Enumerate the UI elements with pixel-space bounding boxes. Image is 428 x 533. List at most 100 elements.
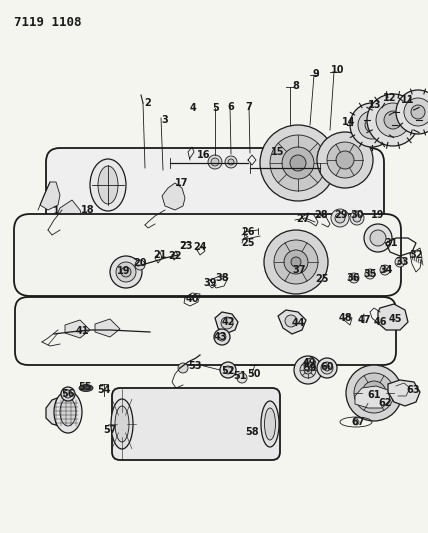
Text: 24: 24: [193, 242, 207, 252]
Circle shape: [220, 362, 236, 378]
Text: 3: 3: [162, 115, 168, 125]
Text: 5: 5: [213, 103, 220, 113]
Circle shape: [398, 260, 402, 264]
FancyBboxPatch shape: [14, 214, 401, 296]
Text: 61: 61: [367, 390, 381, 400]
Circle shape: [282, 147, 314, 179]
Circle shape: [331, 209, 349, 227]
Circle shape: [225, 156, 237, 168]
Text: 21: 21: [153, 250, 167, 260]
Circle shape: [110, 256, 142, 288]
Circle shape: [264, 230, 328, 294]
Circle shape: [353, 419, 359, 425]
Ellipse shape: [265, 408, 276, 440]
Polygon shape: [378, 304, 408, 330]
Circle shape: [327, 142, 363, 178]
Circle shape: [411, 105, 425, 119]
Polygon shape: [95, 319, 120, 337]
Circle shape: [396, 90, 428, 134]
Circle shape: [300, 362, 316, 378]
Circle shape: [365, 269, 375, 279]
Text: 31: 31: [384, 238, 398, 248]
Text: 19: 19: [371, 210, 385, 220]
Text: 16: 16: [197, 150, 211, 160]
Text: 51: 51: [233, 371, 247, 381]
Text: 6: 6: [228, 102, 235, 112]
Text: 37: 37: [292, 265, 306, 275]
Circle shape: [285, 315, 297, 327]
Circle shape: [365, 118, 379, 132]
Circle shape: [211, 158, 219, 166]
Circle shape: [284, 250, 308, 274]
Circle shape: [324, 365, 330, 371]
Text: 49: 49: [302, 358, 316, 368]
Text: 39: 39: [203, 278, 217, 288]
Text: 48: 48: [338, 313, 352, 323]
Text: 38: 38: [215, 273, 229, 283]
Circle shape: [364, 224, 392, 252]
Circle shape: [380, 265, 390, 275]
FancyBboxPatch shape: [15, 297, 396, 365]
Polygon shape: [215, 312, 238, 334]
Polygon shape: [46, 394, 80, 428]
Polygon shape: [388, 380, 420, 406]
FancyBboxPatch shape: [112, 388, 280, 460]
Text: 1: 1: [53, 206, 59, 216]
Circle shape: [370, 230, 386, 246]
Circle shape: [349, 273, 359, 283]
Circle shape: [260, 125, 336, 201]
Ellipse shape: [98, 166, 118, 204]
Circle shape: [274, 240, 318, 284]
Text: 30: 30: [350, 210, 364, 220]
Circle shape: [221, 317, 233, 329]
Text: 25: 25: [241, 238, 255, 248]
Circle shape: [350, 211, 364, 225]
Circle shape: [362, 381, 386, 405]
Circle shape: [368, 272, 372, 276]
Text: 56: 56: [61, 389, 75, 399]
Text: 7119 1108: 7119 1108: [14, 16, 81, 29]
Text: 53: 53: [188, 361, 202, 371]
Text: 32: 32: [409, 250, 423, 260]
Circle shape: [346, 365, 402, 421]
Text: 9: 9: [312, 69, 319, 79]
Text: 12: 12: [383, 93, 397, 103]
Ellipse shape: [79, 384, 93, 392]
Text: 41: 41: [75, 326, 89, 336]
Ellipse shape: [261, 401, 279, 447]
Text: 10: 10: [331, 65, 345, 75]
Circle shape: [383, 268, 387, 272]
Circle shape: [358, 111, 386, 139]
Circle shape: [135, 260, 145, 270]
Polygon shape: [55, 200, 83, 232]
Text: 45: 45: [388, 314, 402, 324]
Text: 42: 42: [221, 317, 235, 327]
Polygon shape: [355, 386, 390, 408]
Text: 58: 58: [245, 427, 259, 437]
Text: 63: 63: [406, 385, 420, 395]
Text: 35: 35: [363, 269, 377, 279]
Circle shape: [218, 333, 226, 341]
Text: 25: 25: [315, 274, 329, 284]
Text: 52: 52: [221, 366, 235, 376]
Text: 67: 67: [351, 417, 365, 427]
Circle shape: [290, 155, 306, 171]
Circle shape: [237, 373, 247, 383]
Ellipse shape: [60, 398, 76, 426]
Text: 46: 46: [373, 317, 387, 327]
FancyBboxPatch shape: [46, 148, 384, 231]
Ellipse shape: [54, 391, 82, 433]
Text: 50: 50: [247, 369, 261, 379]
Circle shape: [368, 387, 380, 399]
Text: 14: 14: [342, 117, 356, 127]
Polygon shape: [65, 320, 90, 338]
Text: 44: 44: [291, 318, 305, 328]
Polygon shape: [162, 183, 185, 210]
Polygon shape: [40, 182, 60, 210]
Circle shape: [317, 358, 337, 378]
Circle shape: [317, 132, 373, 188]
Ellipse shape: [90, 159, 126, 211]
Text: 57: 57: [103, 425, 117, 435]
Polygon shape: [278, 310, 306, 334]
Text: 43: 43: [213, 332, 227, 342]
